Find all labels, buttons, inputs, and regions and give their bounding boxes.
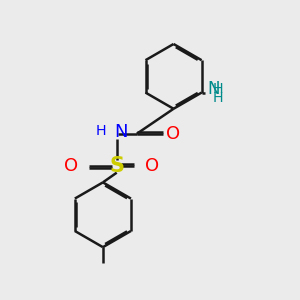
Text: H: H <box>96 124 107 138</box>
Text: S: S <box>109 156 124 176</box>
Text: O: O <box>166 125 180 143</box>
Text: N: N <box>208 80 220 98</box>
Text: O: O <box>145 157 159 175</box>
Text: H: H <box>213 91 224 105</box>
Text: O: O <box>64 157 78 175</box>
Text: N: N <box>115 123 128 141</box>
Text: H: H <box>213 82 224 96</box>
